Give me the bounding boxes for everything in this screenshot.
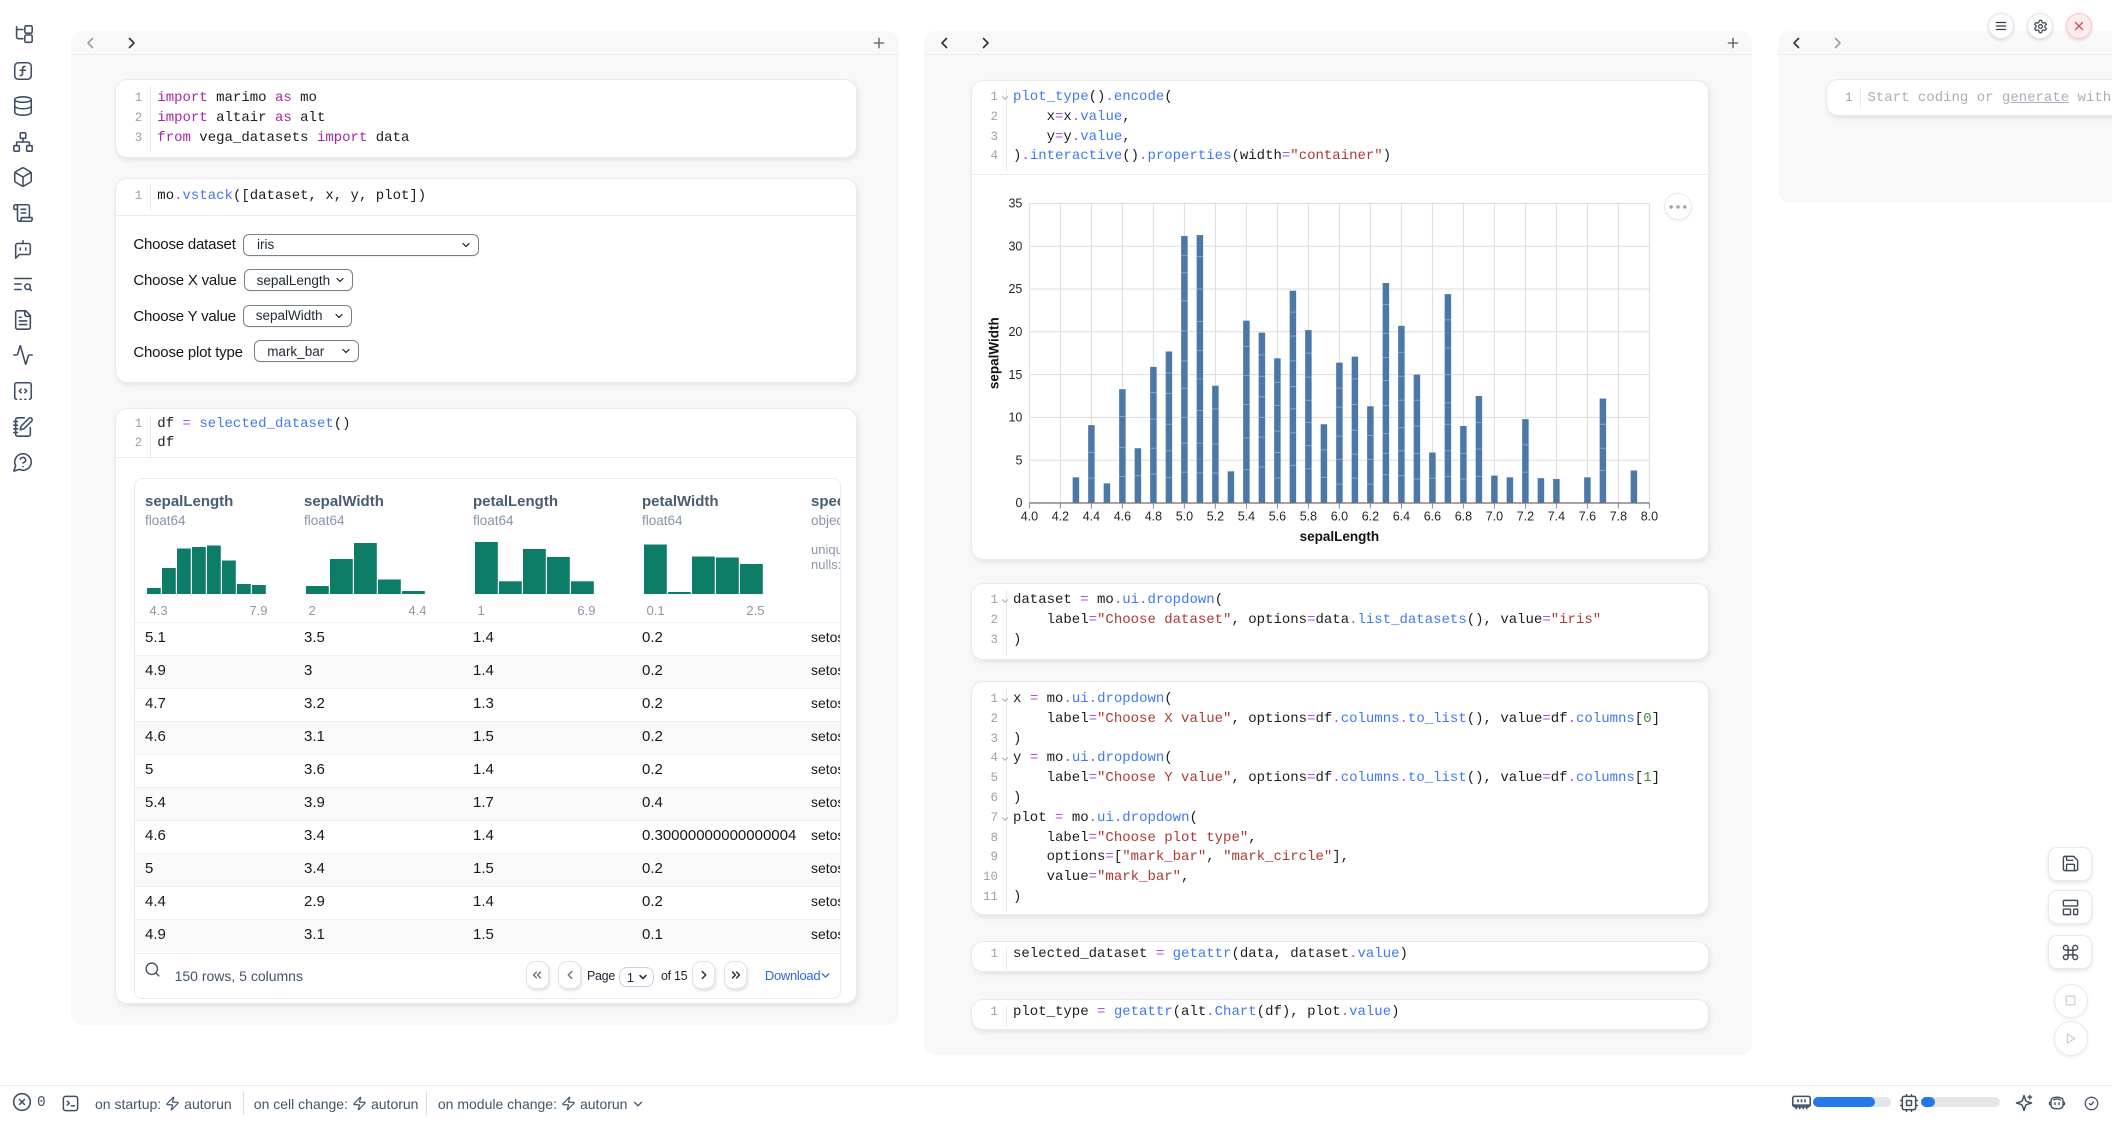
svg-text:10: 10 bbox=[1008, 411, 1022, 425]
svg-text:6.6: 6.6 bbox=[1424, 510, 1441, 524]
svg-text:6.2: 6.2 bbox=[1362, 510, 1379, 524]
svg-text:25: 25 bbox=[1008, 282, 1022, 296]
svg-text:0: 0 bbox=[1015, 496, 1022, 510]
svg-text:6.8: 6.8 bbox=[1455, 510, 1472, 524]
svg-text:5.0: 5.0 bbox=[1176, 510, 1193, 524]
svg-text:5.8: 5.8 bbox=[1300, 510, 1317, 524]
svg-text:sepalLength: sepalLength bbox=[1300, 529, 1380, 544]
svg-text:7.2: 7.2 bbox=[1517, 510, 1534, 524]
svg-text:6.0: 6.0 bbox=[1331, 510, 1348, 524]
svg-text:8.0: 8.0 bbox=[1641, 510, 1658, 524]
svg-text:20: 20 bbox=[1008, 325, 1022, 339]
svg-text:5.6: 5.6 bbox=[1269, 510, 1286, 524]
svg-text:sepalWidth: sepalWidth bbox=[986, 317, 1001, 389]
svg-text:30: 30 bbox=[1008, 239, 1022, 253]
svg-text:7.8: 7.8 bbox=[1610, 510, 1627, 524]
svg-text:4.6: 4.6 bbox=[1114, 510, 1131, 524]
svg-text:4.8: 4.8 bbox=[1145, 510, 1162, 524]
svg-text:15: 15 bbox=[1008, 368, 1022, 382]
svg-text:7.4: 7.4 bbox=[1548, 510, 1565, 524]
svg-text:6.4: 6.4 bbox=[1393, 510, 1410, 524]
svg-text:4.2: 4.2 bbox=[1052, 510, 1069, 524]
svg-text:5: 5 bbox=[1015, 453, 1022, 467]
svg-text:35: 35 bbox=[1008, 197, 1022, 211]
svg-text:5.2: 5.2 bbox=[1207, 510, 1224, 524]
svg-text:7.6: 7.6 bbox=[1579, 510, 1596, 524]
svg-text:4.0: 4.0 bbox=[1021, 510, 1038, 524]
svg-text:7.0: 7.0 bbox=[1486, 510, 1503, 524]
svg-text:5.4: 5.4 bbox=[1238, 510, 1255, 524]
svg-text:4.4: 4.4 bbox=[1083, 510, 1100, 524]
